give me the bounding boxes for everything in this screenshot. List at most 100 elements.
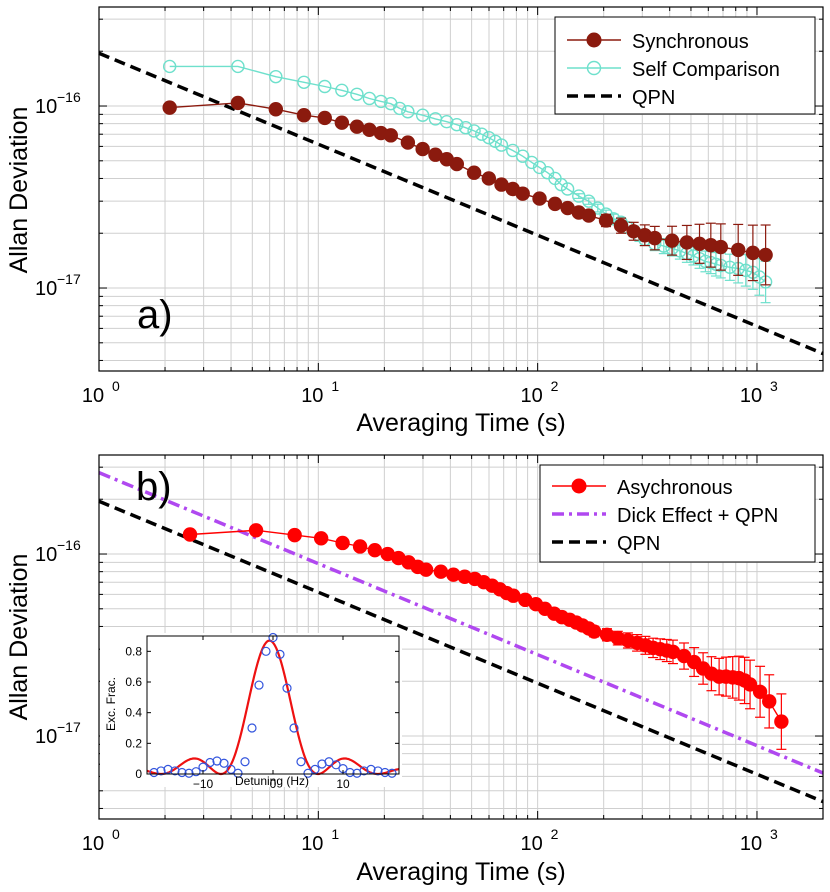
inset-data-point [366, 764, 376, 775]
inset-data-point [275, 649, 285, 660]
legend-label-qpn: QPN [617, 533, 660, 555]
data-point [739, 263, 753, 278]
data-point [547, 196, 563, 212]
data-point [466, 165, 482, 180]
legend-label-qpn: QPN [632, 87, 675, 109]
tick-label-y-exponent: −17 [57, 719, 81, 735]
data-point [516, 149, 530, 163]
inset-data-point [247, 723, 257, 733]
data-point [494, 138, 509, 152]
tick-label-y: 10 [35, 96, 57, 118]
inset-data-point [380, 767, 390, 778]
data-point [745, 245, 761, 261]
series-line [169, 65, 767, 283]
data-point [269, 69, 283, 84]
inset-data-point [289, 723, 299, 733]
data-point [231, 59, 245, 74]
legend-marker-asychronous [571, 478, 587, 494]
data-point [459, 121, 473, 135]
inset-axis-ticks: −10 0 10 0 0.2 0.4 0.6 0.8 [125, 636, 399, 791]
data-point [742, 677, 758, 692]
plot-frame [98, 454, 824, 820]
tick-label-y-exponent: −17 [57, 271, 81, 287]
data-point [296, 108, 312, 123]
data-point [613, 218, 629, 233]
data-point [679, 235, 695, 250]
data-point [713, 239, 729, 255]
inset-data-point [282, 683, 292, 693]
inset-data-point [156, 766, 166, 776]
legend: Synchronous Self Comparison QPN [554, 16, 816, 115]
data-point [598, 213, 614, 228]
tick-label-y: 10 [35, 278, 57, 300]
data-point [515, 186, 530, 201]
data-point [586, 624, 602, 639]
tick-label-x: 10 [301, 833, 323, 855]
tick-label-x: 10 [301, 385, 323, 407]
inset-tick-label-x: 0 [270, 777, 277, 791]
data-point [401, 105, 415, 119]
data-point [449, 156, 465, 172]
data-point [182, 527, 198, 542]
data-point [723, 260, 737, 274]
tick-label-x-exponent: 1 [331, 378, 339, 394]
legend-label-self-comparison: Self Comparison [632, 59, 780, 81]
inset-data-point [373, 766, 383, 776]
data-point [318, 79, 332, 94]
inset-data-point [240, 757, 250, 767]
tick-label-x: 10 [82, 385, 104, 407]
data-series [182, 523, 789, 750]
data-point [335, 535, 350, 551]
tick-label-y-exponent: −16 [57, 537, 81, 553]
inset-tick-label-y: 0.8 [125, 644, 142, 658]
data-point [248, 523, 264, 538]
tick-label-x: 10 [521, 385, 543, 407]
y-axis-label: Allan Deviation [5, 554, 33, 721]
reference-lines [98, 471, 824, 804]
y-axis-label: Allan Deviation [5, 107, 33, 274]
inset-data-point [359, 766, 369, 776]
inset-data-point [163, 764, 173, 775]
tick-label-x-exponent: 3 [770, 826, 778, 842]
inset-data-point [296, 757, 306, 767]
data-point [664, 233, 680, 248]
inset-data-point [345, 767, 355, 778]
inset-tick-label-x: 10 [336, 777, 350, 791]
tick-label-y: 10 [35, 726, 57, 748]
inset-data-point [303, 768, 313, 778]
tick-label-x-exponent: 2 [551, 826, 559, 842]
data-point [383, 128, 398, 143]
data-point [482, 130, 496, 145]
tick-label-x: 10 [82, 833, 104, 855]
data-point [350, 87, 364, 101]
tick-label-x: 10 [740, 385, 762, 407]
inset-x-axis-label: Detuning (Hz) [235, 774, 309, 788]
data-point [730, 242, 746, 258]
inset-data-point [233, 768, 243, 778]
legend-label-dick-effect: Dick Effect + QPN [617, 505, 778, 527]
tick-label-x-exponent: 0 [112, 378, 120, 394]
tick-label-x: 10 [740, 833, 762, 855]
inset-tick-label-y: 0 [135, 767, 142, 781]
data-point [415, 108, 430, 122]
inset-tick-label-y: 0.2 [125, 736, 142, 750]
series-synchronous [162, 95, 773, 286]
data-point [334, 115, 350, 130]
panel-label-a: a) [137, 293, 173, 337]
data-point [335, 83, 349, 98]
data-point [450, 117, 464, 132]
tick-label-x-exponent: 3 [770, 378, 778, 394]
inset-data-point [226, 764, 236, 775]
inset-chart: −10 0 10 0 0.2 0.4 0.6 0.8 Detuning (Hz) Exc. F… [100, 632, 402, 791]
inset-tick-label-x: −10 [193, 777, 214, 791]
legend-marker-synchronous [586, 32, 602, 48]
data-point [762, 694, 777, 709]
inset-tick-label-y: 0.4 [125, 706, 142, 720]
tick-label-x: 10 [521, 833, 543, 855]
inset-data-point [310, 764, 320, 775]
reference-line-qpn [98, 499, 824, 804]
